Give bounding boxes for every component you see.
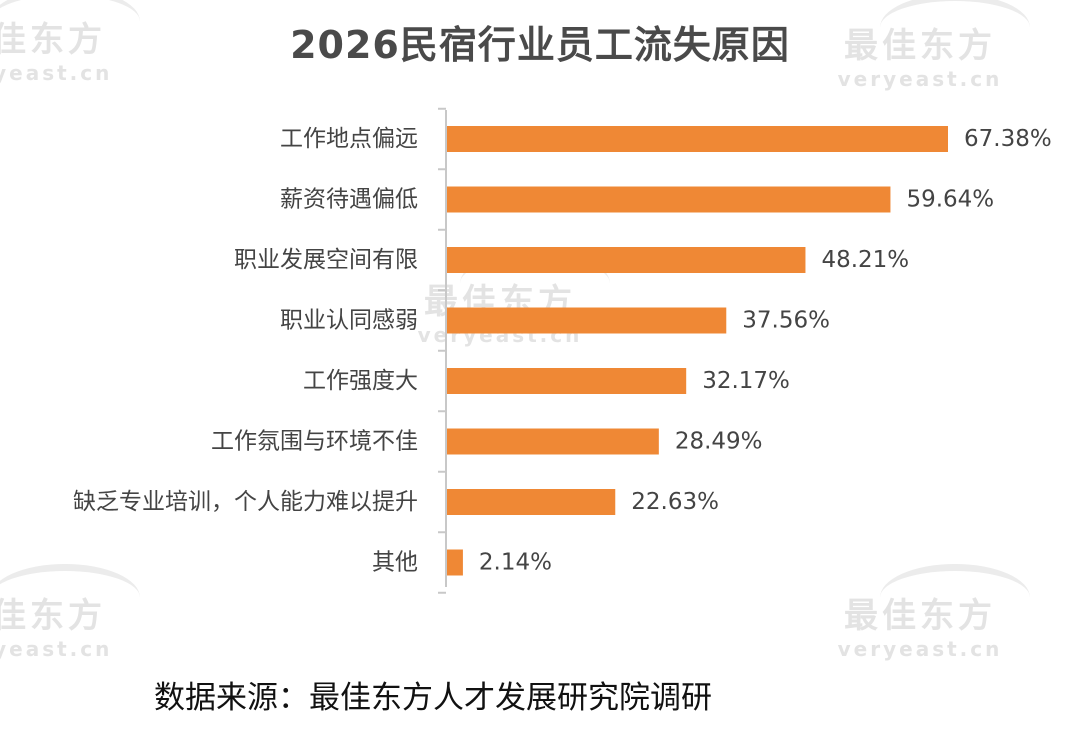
data-label: 2.14% <box>479 550 552 576</box>
bar <box>447 549 463 576</box>
data-label: 67.38% <box>964 126 1052 152</box>
watermark-top-right: 最佳东方 veryeast.cn <box>820 0 1030 91</box>
category-label: 缺乏专业培训，个人能力难以提升 <box>73 489 418 515</box>
category-label: 薪资待遇偏低 <box>280 187 418 213</box>
data-label: 48.21% <box>821 247 909 273</box>
watermark-en: veryeast.cn <box>837 637 1003 661</box>
bar <box>447 126 948 152</box>
watermark-bottom-right: 最佳东方 veryeast.cn <box>820 564 1030 661</box>
data-label: 59.64% <box>906 187 994 213</box>
bar <box>447 368 687 394</box>
watermark-en: veryeast.cn <box>0 637 113 661</box>
category-label: 工作地点偏远 <box>280 126 418 152</box>
watermark-arc-icon <box>880 0 1030 61</box>
source-note: 数据来源：最佳东方人才发展研究院调研 <box>154 680 712 716</box>
data-label: 28.49% <box>675 429 763 455</box>
watermark-en: veryeast.cn <box>837 67 1003 91</box>
watermark-top-left: 最佳东方 veryeast.cn <box>0 12 130 85</box>
data-label: 37.56% <box>742 308 830 334</box>
category-label: 工作强度大 <box>303 368 418 394</box>
watermark-bottom-left: 最佳东方 veryeast.cn <box>0 564 140 661</box>
bar <box>447 489 616 515</box>
bar <box>447 307 727 334</box>
category-label: 其他 <box>372 550 418 576</box>
bar <box>447 428 659 455</box>
watermark-en: veryeast.cn <box>0 61 113 85</box>
data-label: 32.17% <box>702 368 790 394</box>
watermark-arc-icon <box>0 564 140 631</box>
data-label: 22.63% <box>631 489 719 515</box>
category-label: 工作氛围与环境不佳 <box>211 429 418 455</box>
category-label: 职业发展空间有限 <box>234 247 418 273</box>
bar <box>447 186 891 213</box>
chart-title: 2026民宿行业员工流失原因 <box>290 23 790 67</box>
bar <box>447 247 806 273</box>
category-label: 职业认同感弱 <box>280 308 418 334</box>
watermark-arc-icon <box>880 564 1030 631</box>
